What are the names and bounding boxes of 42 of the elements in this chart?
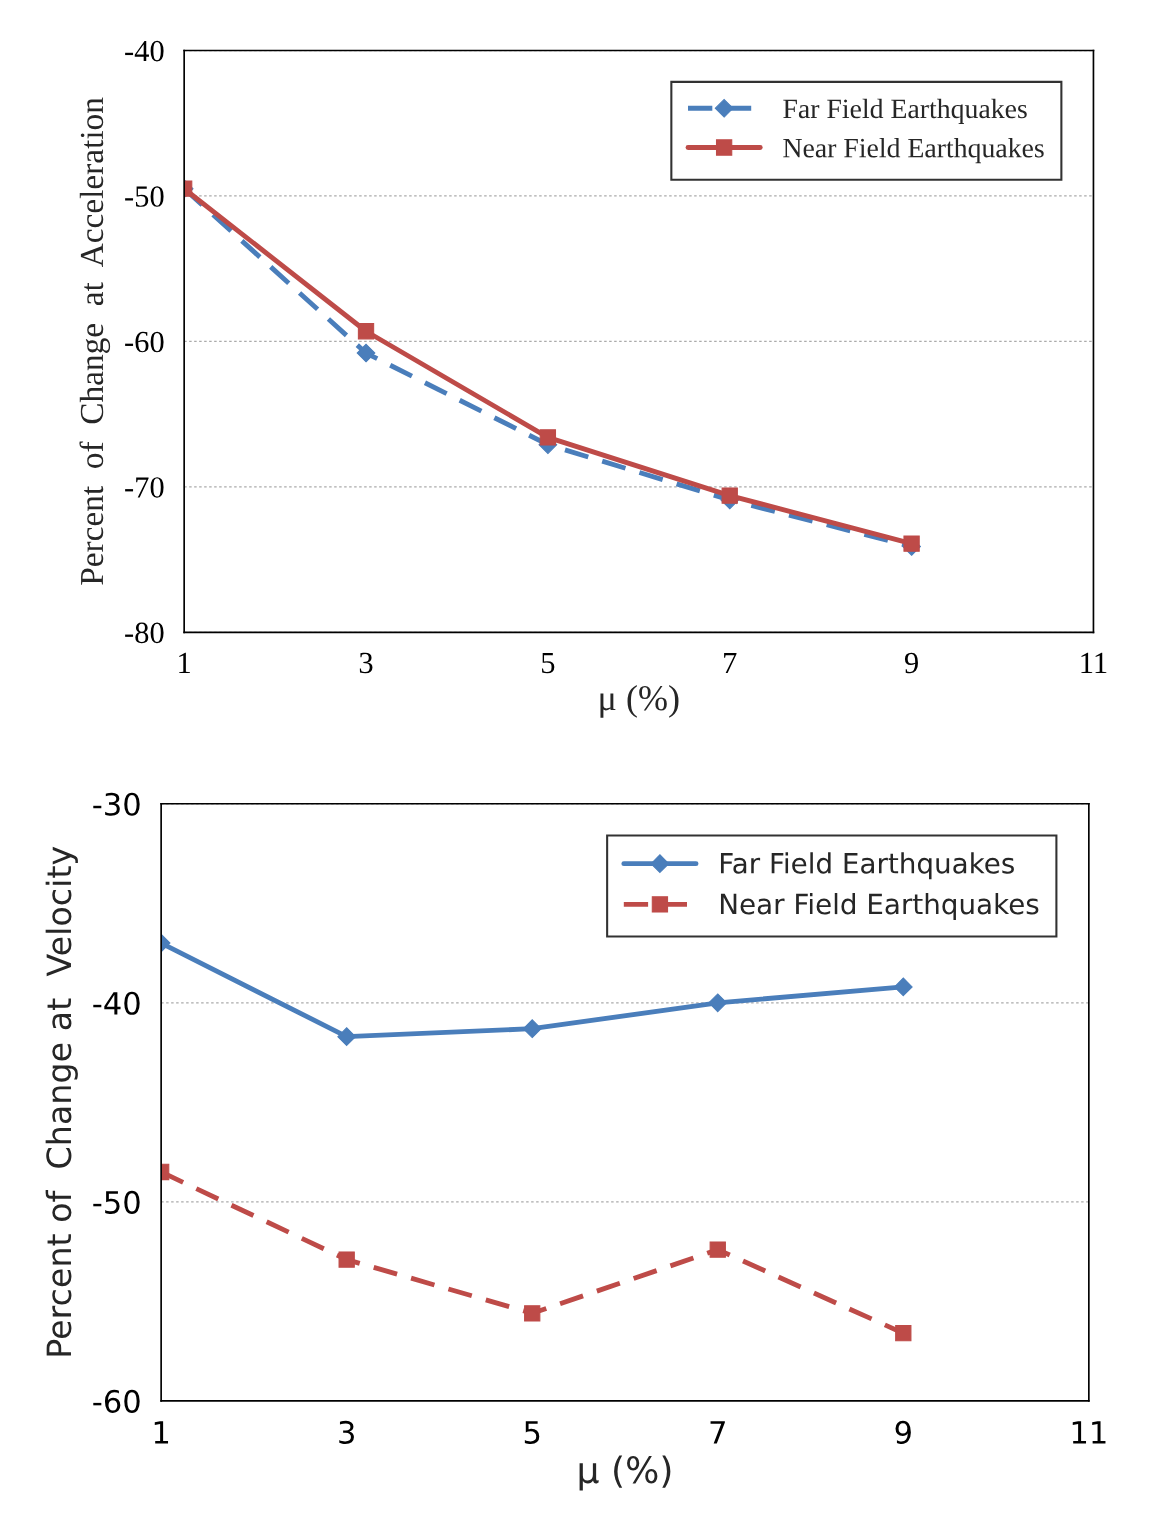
legend-label: Far Field Earthquakes (783, 98, 1027, 124)
x-tick-label: 11 (1072, 1421, 1106, 1444)
point (721, 487, 738, 504)
x-tick-label: 11 (1081, 652, 1107, 673)
y-tick-label: -60 (125, 331, 164, 353)
y-tick-label: -80 (125, 622, 164, 644)
legend-label: Far Field Earthquakes (720, 852, 1014, 880)
y-axis-title: Percent of Change at Velocity (45, 846, 78, 1356)
x-tick-label: 9 (895, 1420, 911, 1444)
point (356, 343, 376, 363)
point (903, 535, 920, 552)
point (338, 1251, 355, 1268)
x-tick-label: 5 (524, 1421, 540, 1444)
point (522, 1019, 542, 1039)
point (708, 993, 728, 1013)
y-tick-label: -40 (93, 991, 140, 1015)
x-tick-label: 7 (724, 652, 737, 673)
point (357, 323, 375, 340)
legend-label: Near Field Earthquakes (720, 893, 1039, 920)
x-axis-title: μ (%) (600, 685, 679, 718)
legend-label: Near Field Earthquakes (783, 137, 1044, 164)
point (709, 1241, 726, 1258)
x-tick-label: 7 (710, 1421, 725, 1444)
point (524, 1305, 541, 1322)
point (337, 1027, 357, 1046)
x-tick-label: 1 (154, 1421, 169, 1444)
y-tick-label: -50 (93, 1190, 140, 1214)
y-tick-label: -50 (125, 186, 164, 207)
y-tick-label: -70 (125, 477, 164, 498)
x-tick-label: 9 (904, 652, 918, 674)
x-tick-label: 3 (359, 652, 373, 674)
y-tick-label: -60 (93, 1389, 140, 1413)
x-axis-title: μ (%) (579, 1455, 671, 1491)
x-tick-label: 3 (339, 1420, 354, 1444)
y-tick-label: -30 (93, 792, 140, 816)
x-tick-label: 5 (542, 652, 555, 674)
y-tick-label: -40 (125, 40, 164, 62)
x-tick-label: 1 (179, 652, 190, 673)
point (895, 1325, 912, 1342)
point (893, 977, 913, 997)
point (539, 429, 557, 446)
y-axis-title: Percent of Change at Acceleration (79, 97, 111, 585)
